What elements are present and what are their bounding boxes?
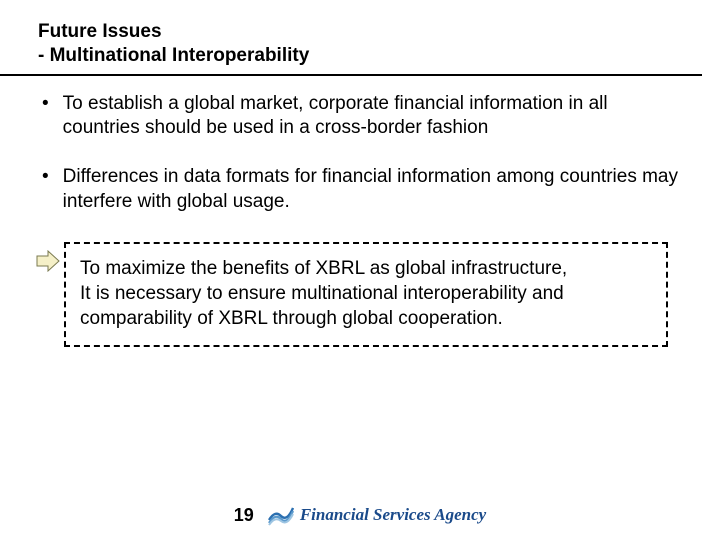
slide-footer: 19 Financial Services Agency — [0, 504, 720, 526]
callout-box: To maximize the benefits of XBRL as glob… — [64, 242, 668, 347]
bullet-item: • To establish a global market, corporat… — [42, 92, 678, 141]
slide-header: Future Issues - Multinational Interopera… — [0, 0, 702, 76]
agency-name: Financial Services Agency — [300, 505, 486, 525]
footer-inner: 19 Financial Services Agency — [234, 504, 486, 526]
bullet-marker: • — [42, 92, 63, 141]
agency-logo-block: Financial Services Agency — [268, 504, 486, 526]
header-title-line2: - Multinational Interoperability — [38, 44, 702, 68]
bullet-text: To establish a global market, corporate … — [63, 92, 678, 141]
arrow-icon — [36, 250, 60, 272]
callout-line2: It is necessary to ensure multinational … — [80, 281, 652, 331]
header-title-line1: Future Issues — [38, 20, 702, 44]
bullet-marker: • — [42, 165, 63, 214]
bullet-item: • Differences in data formats for financ… — [42, 165, 678, 214]
agency-wave-icon — [268, 504, 294, 526]
page-number: 19 — [234, 505, 254, 526]
callout-line1: To maximize the benefits of XBRL as glob… — [80, 256, 652, 281]
slide-content: • To establish a global market, corporat… — [0, 76, 720, 348]
bullet-text: Differences in data formats for financia… — [63, 165, 678, 214]
callout-container: To maximize the benefits of XBRL as glob… — [64, 242, 668, 347]
